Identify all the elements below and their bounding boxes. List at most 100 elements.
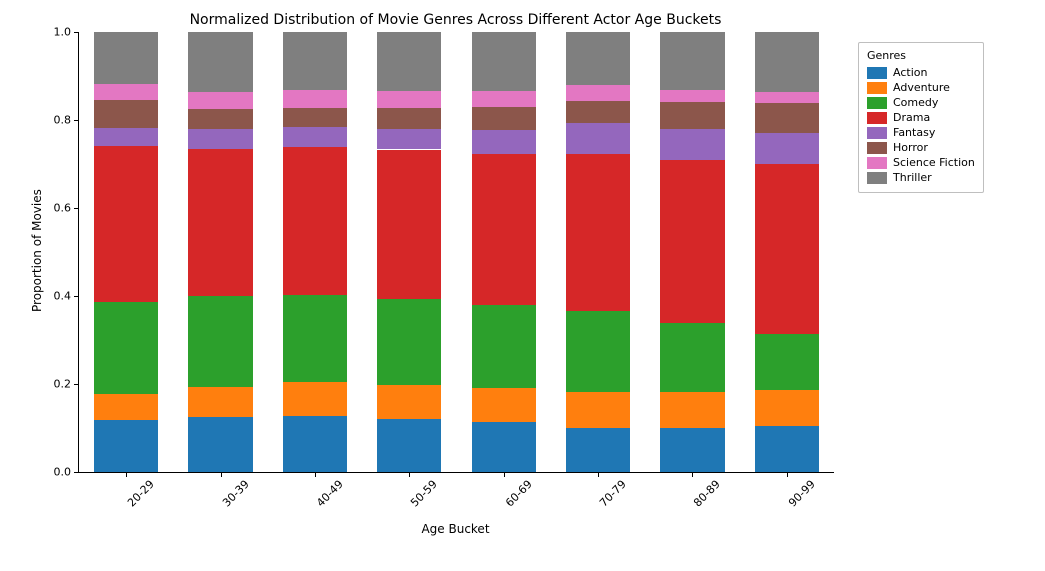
bar-segment [283,108,347,128]
legend-swatch [867,127,887,139]
x-tick-mark [315,472,316,477]
x-tick-label: 80-89 [686,472,723,509]
legend-item: Fantasy [867,126,975,139]
bar-segment [755,32,819,92]
bar-segment [94,100,158,129]
bar-segment [566,85,630,100]
bar-segment [660,392,724,429]
bar-segment [377,299,441,385]
bar-segment [94,32,158,84]
bar-segment [472,91,536,107]
x-tick-mark [598,472,599,477]
bar-segment [472,154,536,305]
x-tick-mark [787,472,788,477]
bar-segment [377,385,441,418]
bar-segment [94,146,158,302]
chart-title: Normalized Distribution of Movie Genres … [78,12,833,28]
bar-segment [660,102,724,128]
bar-segment [377,419,441,472]
bar-segment [283,32,347,90]
bar-segment [188,92,252,109]
bar-segment [94,420,158,472]
bar-segment [566,101,630,123]
figure: Normalized Distribution of Movie Genres … [0,0,1045,571]
legend-item: Horror [867,141,975,154]
bar-segment [188,149,252,296]
x-tick-label: 20-29 [120,472,157,509]
bar-segment [566,392,630,428]
bar-segment [566,123,630,155]
bar-segment [472,422,536,472]
bar-segment [94,128,158,146]
bar-segment [283,90,347,108]
bar-segment [566,311,630,392]
x-axis-label: Age Bucket [78,522,833,536]
legend-item: Drama [867,111,975,124]
bar-segment [660,323,724,392]
x-tick-mark [126,472,127,477]
bar-segment [472,130,536,154]
bar-segment [755,92,819,103]
bar-segment [755,133,819,164]
bar-segment [755,164,819,334]
bar-segment [377,150,441,300]
legend-item: Action [867,66,975,79]
bar-segment [188,109,252,129]
y-axis-label: Proportion of Movies [30,189,44,312]
bar-segment [377,129,441,150]
bar-segment [188,129,252,149]
legend-swatch [867,142,887,154]
legend-item: Comedy [867,96,975,109]
bar-segment [472,32,536,91]
bar-segment [755,390,819,426]
bar-segment [755,334,819,390]
legend-label: Comedy [893,96,938,109]
bar-segment [660,160,724,323]
bar-segment [377,32,441,91]
bar-segment [283,147,347,294]
bar-segment [283,295,347,382]
y-tick-label: 0.4 [54,290,80,303]
x-tick-label: 90-99 [780,472,817,509]
bar-segment [94,84,158,100]
bar-segment [94,302,158,394]
legend-label: Fantasy [893,126,935,139]
bar-segment [188,296,252,387]
legend-label: Science Fiction [893,156,975,169]
bar-segment [660,428,724,472]
y-tick-label: 0.0 [54,466,80,479]
bar-segment [755,426,819,472]
legend-label: Action [893,66,927,79]
bar-segment [283,416,347,472]
bar-segment [472,388,536,422]
y-tick-label: 0.8 [54,114,80,127]
bar-segment [566,154,630,310]
x-tick-mark [221,472,222,477]
bar-segment [660,32,724,90]
legend-item: Science Fiction [867,156,975,169]
x-tick-label: 70-79 [591,472,628,509]
legend-label: Drama [893,111,930,124]
x-tick-label: 40-49 [308,472,345,509]
bar-segment [566,32,630,85]
bar-segment [188,387,252,417]
bar-segment [188,32,252,92]
bar-segment [660,129,724,160]
x-tick-mark [409,472,410,477]
y-tick-label: 0.6 [54,202,80,215]
bar-segment [566,428,630,472]
legend-swatch [867,67,887,79]
bar-segment [283,382,347,416]
bar-segment [472,305,536,389]
legend-swatch [867,97,887,109]
legend-swatch [867,82,887,94]
x-tick-mark [692,472,693,477]
x-tick-label: 60-69 [497,472,534,509]
legend-swatch [867,112,887,124]
bar-segment [660,90,724,103]
legend-title: Genres [867,49,975,62]
bar-segment [377,91,441,109]
bar-segment [377,108,441,129]
bar-segment [755,103,819,133]
bar-segment [283,127,347,147]
